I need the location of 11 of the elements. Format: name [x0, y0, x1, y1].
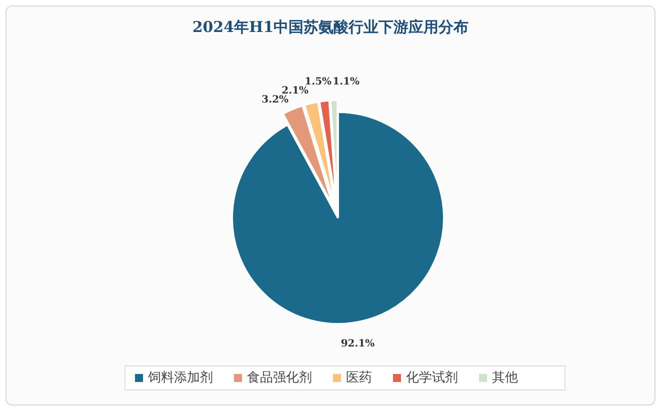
legend-label: 食品强化剂	[247, 370, 312, 386]
data-label: 2.1%	[282, 85, 310, 96]
chart-title: 2024年H1中国苏氨酸行业下游应用分布	[192, 18, 469, 36]
data-label: 1.5%	[304, 76, 332, 88]
data-label: 3.2%	[262, 94, 290, 106]
legend-label: 化学试剂	[406, 370, 458, 386]
data-label: 1.1%	[332, 76, 360, 88]
data-label: 92.1%	[340, 338, 376, 350]
legend-label: 医药	[346, 370, 372, 386]
legend-label: 饲料添加剂	[147, 370, 213, 386]
legend-label: 其他	[492, 370, 518, 386]
